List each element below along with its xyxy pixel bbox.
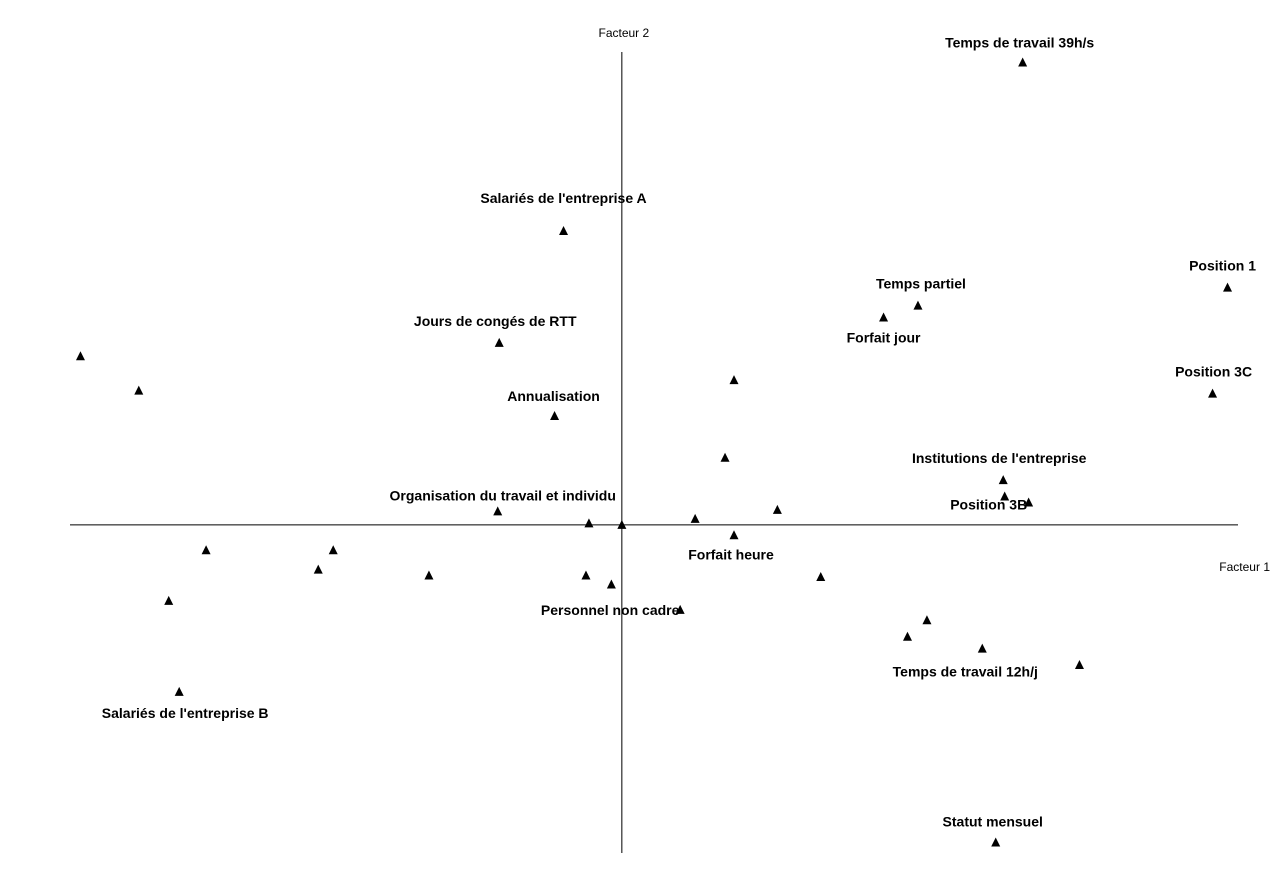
data-point xyxy=(494,337,504,347)
point-label: Organisation du travail et individu xyxy=(390,487,616,503)
data-point xyxy=(174,686,184,696)
y-axis-label: Facteur 2 xyxy=(598,26,649,40)
point-label: Institutions de l'entreprise xyxy=(912,450,1087,466)
data-point xyxy=(991,837,1001,847)
point-label: Position 3C xyxy=(1175,364,1252,380)
data-point xyxy=(1018,57,1028,67)
data-point xyxy=(977,643,987,653)
point-label: Position 1 xyxy=(1189,258,1256,274)
point-label: Salariés de l'entreprise B xyxy=(102,705,269,721)
data-point xyxy=(1223,282,1233,292)
data-point xyxy=(617,519,627,529)
data-point xyxy=(1074,660,1084,670)
data-point xyxy=(550,410,560,420)
points-layer xyxy=(75,57,1233,847)
point-label: Position 3B xyxy=(950,497,1027,513)
labels-layer: Temps de travail 39h/s Salariés de l'entr… xyxy=(102,34,1256,829)
data-point xyxy=(1024,497,1034,507)
data-point xyxy=(913,300,923,310)
data-point xyxy=(816,572,826,582)
data-point xyxy=(675,604,685,614)
point-label: Temps de travail 12h/j xyxy=(893,664,1038,680)
data-point xyxy=(75,351,85,361)
data-point xyxy=(902,631,912,641)
data-point xyxy=(1000,491,1010,501)
point-label: Salariés de l'entreprise A xyxy=(480,190,646,206)
data-point xyxy=(720,452,730,462)
point-label: Statut mensuel xyxy=(943,814,1043,830)
data-point xyxy=(164,595,174,605)
data-point xyxy=(134,385,144,395)
point-label: Forfait heure xyxy=(688,546,774,562)
data-point xyxy=(424,570,434,580)
data-point xyxy=(690,513,700,523)
data-point xyxy=(606,579,616,589)
data-point xyxy=(201,545,211,555)
point-label: Temps partiel xyxy=(876,276,966,292)
data-point xyxy=(559,225,569,235)
point-label: Forfait jour xyxy=(847,330,921,346)
data-point xyxy=(313,564,323,574)
point-label: Jours de congés de RTT xyxy=(414,313,577,329)
data-point xyxy=(879,312,889,322)
point-label: Temps de travail 39h/s xyxy=(945,34,1094,50)
data-point xyxy=(729,375,739,385)
data-point xyxy=(584,518,594,528)
point-label: Personnel non cadre xyxy=(541,602,680,618)
data-point xyxy=(328,545,338,555)
data-point xyxy=(772,504,782,514)
x-axis-label: Facteur 1 xyxy=(1219,560,1270,574)
data-point xyxy=(998,475,1008,485)
data-point xyxy=(729,530,739,540)
data-point xyxy=(922,615,932,625)
point-label: Annualisation xyxy=(507,388,600,404)
data-point xyxy=(493,506,503,516)
data-point xyxy=(1208,388,1218,398)
data-point xyxy=(581,570,591,580)
